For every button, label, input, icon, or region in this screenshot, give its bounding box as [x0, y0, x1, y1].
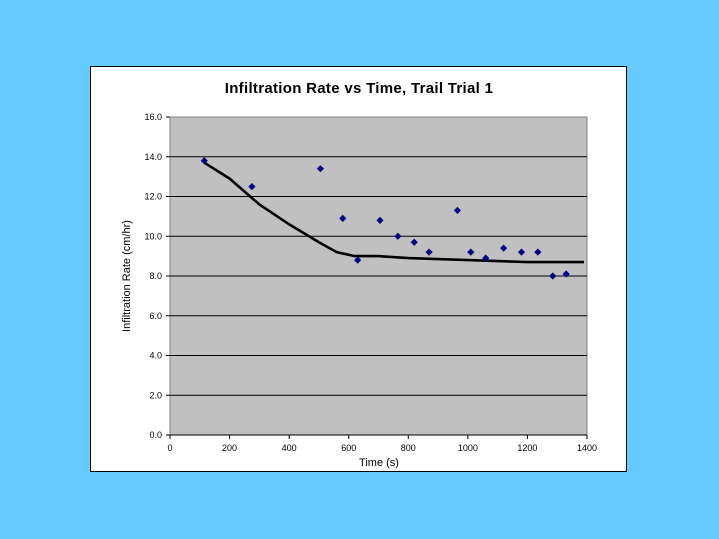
data-points: [200, 157, 570, 280]
y-axis-ticks: 0.0 2.0 4.0 6.0 8.0 10.0 12.0 14.0 16.0: [144, 112, 170, 440]
data-point-marker: [200, 157, 208, 165]
data-point-marker: [482, 254, 490, 262]
scatter-chart: Infiltration Rate vs Time, Trail Trial 1…: [121, 80, 597, 469]
x-axis-label: Time (s): [359, 457, 399, 469]
data-point-marker: [354, 256, 362, 264]
y-tick-label: 14.0: [144, 152, 162, 162]
y-tick-label: 6.0: [149, 311, 162, 321]
data-point-marker: [549, 272, 557, 280]
x-tick-label: 800: [401, 443, 416, 453]
y-axis-label: Infiltration Rate (cm/hr): [121, 220, 133, 332]
y-tick-label: 4.0: [149, 351, 162, 361]
data-point-marker: [562, 270, 570, 278]
trendline: [203, 161, 584, 264]
data-point-marker: [453, 206, 462, 215]
data-point-marker: [467, 248, 475, 256]
x-tick-label: 200: [222, 443, 237, 453]
data-point-marker: [425, 248, 433, 256]
data-point-marker: [410, 238, 418, 246]
x-tick-label: 1200: [517, 443, 537, 453]
y-tick-label: 12.0: [144, 192, 162, 202]
data-point-marker: [339, 214, 347, 222]
data-point-marker: [248, 182, 256, 191]
data-point-marker: [517, 248, 526, 256]
data-point-marker: [500, 244, 508, 252]
data-point-marker: [376, 216, 384, 224]
x-tick-label: 1000: [458, 443, 478, 453]
y-tick-label: 2.0: [149, 390, 162, 400]
y-tick-label: 10.0: [144, 231, 162, 241]
x-tick-label: 1400: [577, 443, 597, 453]
x-tick-label: 600: [341, 443, 356, 453]
x-axis-ticks: 0 200 400 600 800 1000 1200 1400: [167, 434, 597, 453]
chart-frame: Infiltration Rate vs Time, Trail Trial 1…: [90, 66, 627, 472]
chart-title: Infiltration Rate vs Time, Trail Trial 1: [225, 80, 493, 97]
gridlines: [170, 156, 587, 396]
x-tick-label: 0: [167, 443, 172, 453]
data-point-marker: [316, 165, 325, 173]
y-tick-label: 16.0: [144, 112, 162, 122]
data-point-marker: [394, 232, 402, 240]
x-tick-label: 400: [282, 443, 297, 453]
y-tick-label: 8.0: [149, 271, 162, 281]
y-tick-label: 0.0: [149, 430, 162, 440]
data-point-marker: [534, 248, 542, 256]
